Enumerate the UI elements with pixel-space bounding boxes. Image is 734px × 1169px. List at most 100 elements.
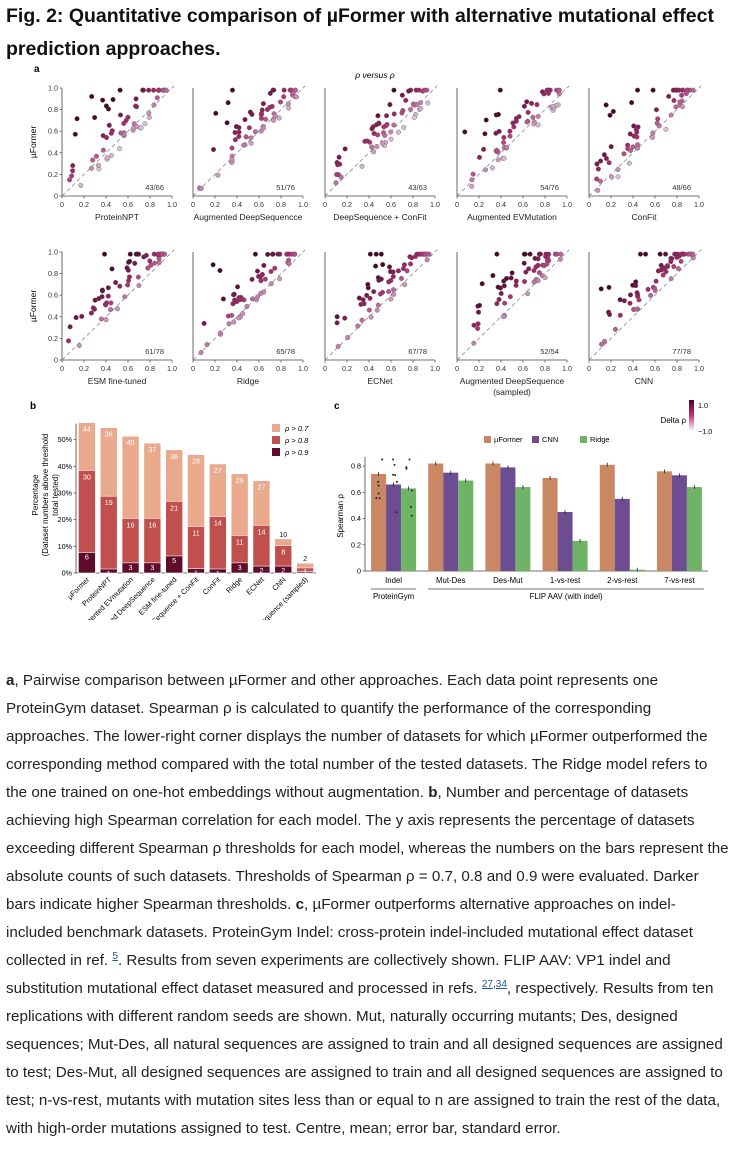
data-point	[544, 257, 550, 263]
bar-count-label: 36	[170, 452, 178, 461]
group-label: FLIP AAV (with indel)	[530, 592, 603, 601]
x-tick-label: 0.4	[364, 364, 374, 373]
bar-group: 40 16 3	[121, 435, 140, 574]
caption-c-label: c	[295, 896, 305, 913]
data-point	[384, 122, 390, 127]
reference-link-5[interactable]: 5	[112, 950, 118, 962]
data-point	[663, 251, 669, 257]
data-point	[230, 301, 236, 307]
x-tick-label: 0.6	[254, 200, 264, 209]
bar-count-label: 11	[236, 537, 243, 546]
bar	[99, 495, 118, 574]
data-point	[521, 251, 527, 257]
x-tick-label: 0.4	[101, 200, 111, 209]
data-point	[242, 117, 248, 123]
y-tick-label: 0.4	[48, 312, 58, 321]
x-tick-label: 0.8	[540, 364, 550, 373]
x-tick-label: 0.6	[123, 200, 133, 209]
bar-count-label: 19	[105, 498, 113, 507]
bar-count-label: 1	[303, 567, 307, 576]
bar-count-label: 3	[150, 563, 154, 572]
data-point	[671, 264, 677, 270]
reference-link-34[interactable]: 34	[495, 978, 507, 990]
x-tick-label: 0	[60, 364, 64, 373]
data-point	[680, 87, 686, 93]
x-tick-label: 0	[191, 364, 195, 373]
data-point	[151, 87, 157, 93]
reference-link-27[interactable]: 27	[481, 978, 493, 990]
data-point	[236, 134, 242, 139]
data-point	[631, 133, 637, 139]
data-point	[392, 473, 395, 476]
data-point	[247, 109, 253, 115]
data-point	[617, 312, 623, 318]
x-tick-label: 0.6	[518, 364, 528, 373]
caption-c-text-2: . Results from seven experiments are col…	[6, 952, 671, 997]
data-point	[522, 279, 528, 285]
bar	[656, 471, 672, 571]
data-point	[374, 307, 380, 313]
data-point	[602, 338, 608, 344]
data-point	[271, 87, 277, 93]
data-point	[104, 300, 110, 306]
data-point	[250, 296, 255, 302]
data-point	[103, 103, 109, 109]
bar-group: 36 19 1	[99, 427, 118, 578]
caption-c-text-3: , respectively. Results from ten replica…	[6, 980, 723, 1137]
data-point	[408, 261, 414, 267]
data-point	[408, 106, 414, 112]
data-point	[531, 279, 537, 285]
x-axis-label: Ridge	[237, 376, 259, 386]
data-point	[248, 135, 254, 141]
legend-label: CNN	[542, 435, 558, 444]
data-point	[525, 109, 531, 115]
data-point	[494, 251, 500, 257]
data-point	[163, 87, 169, 93]
data-point	[377, 492, 380, 495]
data-point	[418, 105, 424, 111]
data-point	[399, 92, 405, 98]
scatter-plot: 0 0.2 0.4 0.6 0.8 1.052/54 Augmented DeepSeque…	[455, 249, 572, 397]
data-point	[293, 94, 299, 100]
data-point	[285, 251, 291, 257]
data-point	[535, 262, 541, 268]
data-point	[229, 312, 235, 318]
data-point	[381, 458, 384, 461]
data-point	[650, 130, 656, 136]
data-point	[507, 128, 513, 134]
data-point	[133, 96, 139, 102]
y-tick-label: 1.0	[48, 248, 58, 257]
data-point	[490, 273, 496, 279]
data-point	[145, 265, 151, 271]
data-point	[524, 99, 530, 105]
data-point	[511, 124, 517, 130]
data-point	[687, 251, 693, 257]
data-point	[608, 144, 614, 150]
data-point	[649, 135, 655, 140]
data-point	[262, 276, 268, 282]
bar-count-label: 3	[238, 563, 242, 572]
bar-count-label: 44	[83, 425, 91, 434]
category-label: ECNet	[244, 575, 266, 597]
bar-count-label: 11	[192, 528, 199, 537]
bar-group: 21	[296, 554, 314, 576]
data-point	[395, 480, 398, 483]
category-label: ConFit	[201, 575, 223, 597]
data-point	[229, 157, 235, 163]
category-label: CNN	[270, 575, 288, 593]
x-tick-label: 0.6	[386, 200, 396, 209]
data-point	[70, 168, 76, 174]
data-point	[668, 276, 674, 282]
data-point	[395, 268, 401, 274]
data-point	[156, 256, 162, 262]
bar	[99, 568, 118, 574]
bar	[671, 475, 687, 571]
diagonal-line	[456, 249, 570, 361]
data-point	[529, 100, 534, 106]
data-point	[627, 300, 633, 306]
data-point	[645, 286, 651, 292]
data-point	[680, 104, 685, 110]
data-point	[263, 116, 269, 122]
data-point	[521, 260, 527, 266]
data-point	[127, 251, 133, 257]
